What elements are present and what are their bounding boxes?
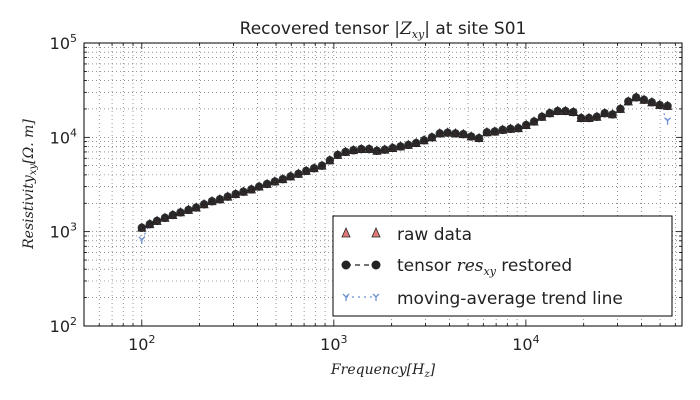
restored-point <box>270 177 280 186</box>
trend-point <box>664 117 672 125</box>
legend-marker-tri-1 <box>342 293 350 301</box>
restored-point <box>655 100 664 110</box>
restored-point <box>160 213 170 223</box>
restored-point <box>317 161 327 170</box>
y-axis-label: Resistivityxy[Ω. m] <box>21 119 39 250</box>
restored-point <box>592 112 602 122</box>
restored-point <box>411 138 421 148</box>
x-tick-label: 103 <box>320 333 347 354</box>
legend-entry-raw-data: raw data <box>341 225 472 245</box>
legend-marker-circle-1 <box>341 260 351 270</box>
restored-point <box>254 182 264 191</box>
restored-point <box>545 109 554 118</box>
restored-point <box>474 133 484 143</box>
restored-point <box>309 164 319 173</box>
restored-point <box>521 120 531 130</box>
restored-point <box>498 125 507 135</box>
restored-point <box>364 144 374 154</box>
y-tick-label: 105 <box>50 32 77 53</box>
legend-marker-tri-2 <box>372 293 380 301</box>
restored-point <box>192 203 201 212</box>
restored-point <box>553 106 562 116</box>
restored-point <box>490 127 499 136</box>
restored-point <box>419 136 429 145</box>
y-tick-label: 102 <box>50 315 77 336</box>
restored-point <box>529 117 539 126</box>
legend-entry-restored: tensor resxy restored <box>341 256 572 278</box>
legend-box <box>332 215 673 317</box>
restored-point <box>639 95 649 104</box>
restored-point <box>215 195 225 204</box>
plot-frame <box>83 42 683 327</box>
restored-point <box>294 169 303 179</box>
y-tick-label: 103 <box>50 221 77 242</box>
restored-point <box>341 147 350 157</box>
x-tick-label: 104 <box>512 333 539 354</box>
legend-entry-trend: moving-average trend line <box>342 289 623 309</box>
restored-point <box>576 113 586 123</box>
restored-point <box>435 129 444 138</box>
restored-point <box>514 123 523 133</box>
restored-point <box>443 128 452 137</box>
restored-point <box>569 107 578 117</box>
restored-point <box>357 144 366 154</box>
restored-point <box>184 205 193 215</box>
chart-title: Recovered tensor |Zxy| at site S01 <box>240 19 527 41</box>
restored-point <box>168 210 177 220</box>
legend-marker-triangle-2 <box>371 227 381 238</box>
restored-point <box>286 172 295 181</box>
restored-point <box>482 128 492 137</box>
restored-point <box>600 109 609 118</box>
x-axis-label: Frequency[Hz] <box>330 362 436 380</box>
restored-point <box>278 174 287 184</box>
restored-point <box>247 185 256 194</box>
legend-label-raw-data: raw data <box>397 225 472 245</box>
restored-point <box>631 93 641 102</box>
restored-point <box>325 156 335 165</box>
restored-point <box>145 219 154 229</box>
restored-point <box>333 150 342 160</box>
restored-point <box>404 140 413 150</box>
series-layer <box>137 92 673 244</box>
restored-point <box>647 98 657 107</box>
restored-point <box>624 97 633 106</box>
restored-point <box>176 208 185 217</box>
restored-point <box>608 110 617 119</box>
restored-point <box>396 142 405 151</box>
legend-label-trend: moving-average trend line <box>397 289 623 309</box>
restored-point <box>223 192 232 201</box>
y-tick-label: 104 <box>50 126 77 147</box>
restored-point <box>561 106 570 116</box>
restored-point <box>207 197 217 206</box>
restored-point <box>466 132 476 141</box>
restored-point <box>380 145 389 154</box>
restored-point <box>663 101 672 111</box>
restored-point <box>584 113 594 123</box>
restored-point <box>152 216 162 226</box>
x-tick-label: 102 <box>128 333 155 354</box>
restored-point <box>239 187 248 196</box>
restored-point <box>302 166 311 176</box>
restored-point <box>137 223 147 232</box>
legend-label-restored: tensor resxy restored <box>397 256 572 278</box>
restored-point <box>372 146 382 155</box>
restored-point <box>199 200 209 209</box>
restored-point <box>427 133 437 142</box>
legend-marker-triangle-1 <box>341 227 351 238</box>
restored-point <box>537 112 547 122</box>
ticks: 102 103 104 102 103 104 105 <box>50 32 682 354</box>
restored-point <box>616 104 625 114</box>
legend-marker-circle-2 <box>371 260 381 270</box>
legend: raw data tensor resxy restored moving-av… <box>332 215 673 317</box>
trend-point <box>138 236 146 244</box>
restored-point <box>231 189 240 199</box>
restored-point <box>506 124 515 134</box>
restored-point <box>451 129 460 138</box>
restored-point <box>459 129 468 139</box>
restored-point <box>388 143 397 153</box>
restored-point <box>349 146 358 155</box>
restored-point <box>262 179 272 189</box>
